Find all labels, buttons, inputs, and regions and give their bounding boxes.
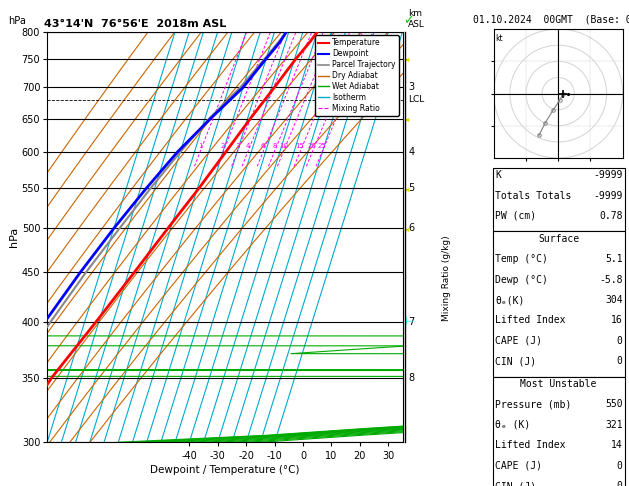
Text: Mixing Ratio (g/kg): Mixing Ratio (g/kg) [442, 235, 451, 321]
Text: 4: 4 [408, 147, 415, 157]
Text: ◄: ◄ [403, 184, 409, 193]
Text: ◄: ◄ [403, 114, 409, 123]
Text: θₑ(K): θₑ(K) [495, 295, 525, 305]
Text: ⊢: ⊢ [404, 317, 415, 327]
Text: 0: 0 [617, 356, 623, 366]
Text: ◄: ◄ [403, 224, 409, 233]
Text: 8: 8 [408, 373, 415, 382]
Text: CIN (J): CIN (J) [495, 356, 536, 366]
Text: 14: 14 [611, 440, 623, 451]
Text: Lifted Index: Lifted Index [495, 315, 565, 326]
Text: Pressure (mb): Pressure (mb) [495, 399, 571, 410]
Text: 6: 6 [408, 224, 415, 233]
Text: Surface: Surface [538, 234, 579, 244]
Text: 20: 20 [308, 143, 317, 149]
Legend: Temperature, Dewpoint, Parcel Trajectory, Dry Adiabat, Wet Adiabat, Isotherm, Mi: Temperature, Dewpoint, Parcel Trajectory… [314, 35, 399, 116]
Text: Temp (°C): Temp (°C) [495, 254, 548, 264]
Text: km
ASL: km ASL [408, 9, 425, 29]
X-axis label: Dewpoint / Temperature (°C): Dewpoint / Temperature (°C) [150, 466, 299, 475]
Text: CIN (J): CIN (J) [495, 481, 536, 486]
Text: 2: 2 [221, 143, 225, 149]
Text: θₑ (K): θₑ (K) [495, 420, 530, 430]
Text: LCL: LCL [408, 95, 425, 104]
Text: 10: 10 [279, 143, 287, 149]
Text: -9999: -9999 [593, 191, 623, 201]
Text: 6: 6 [261, 143, 265, 149]
Text: 25: 25 [318, 143, 326, 149]
Text: 4: 4 [245, 143, 250, 149]
Text: Lifted Index: Lifted Index [495, 440, 565, 451]
Text: 321: 321 [605, 420, 623, 430]
Text: 0: 0 [617, 336, 623, 346]
Text: Dewp (°C): Dewp (°C) [495, 275, 548, 285]
Text: PW (cm): PW (cm) [495, 211, 536, 221]
Text: kt: kt [496, 34, 503, 43]
Text: 43°14'N  76°56'E  2018m ASL: 43°14'N 76°56'E 2018m ASL [43, 19, 226, 30]
Text: 5: 5 [408, 184, 415, 193]
Y-axis label: hPa: hPa [9, 227, 19, 247]
Text: 0: 0 [617, 481, 623, 486]
Text: 16: 16 [611, 315, 623, 326]
Text: 0: 0 [617, 461, 623, 471]
Text: 3: 3 [235, 143, 240, 149]
Text: 304: 304 [605, 295, 623, 305]
Text: Most Unstable: Most Unstable [520, 379, 597, 389]
Text: 550: 550 [605, 399, 623, 410]
Text: 0.78: 0.78 [599, 211, 623, 221]
Text: hPa: hPa [8, 16, 26, 26]
Text: 01.10.2024  00GMT  (Base: 00): 01.10.2024 00GMT (Base: 00) [473, 15, 629, 25]
Text: 3: 3 [408, 83, 415, 92]
Text: CAPE (J): CAPE (J) [495, 461, 542, 471]
Text: -9999: -9999 [593, 170, 623, 180]
Text: ✓: ✓ [403, 14, 414, 27]
Text: 5.1: 5.1 [605, 254, 623, 264]
Text: 1: 1 [198, 143, 203, 149]
Text: ◄: ◄ [403, 54, 409, 63]
Text: Totals Totals: Totals Totals [495, 191, 571, 201]
Text: 7: 7 [408, 317, 415, 327]
Text: K: K [495, 170, 501, 180]
Text: CAPE (J): CAPE (J) [495, 336, 542, 346]
Text: 8: 8 [272, 143, 277, 149]
Text: 15: 15 [296, 143, 304, 149]
Text: -5.8: -5.8 [599, 275, 623, 285]
